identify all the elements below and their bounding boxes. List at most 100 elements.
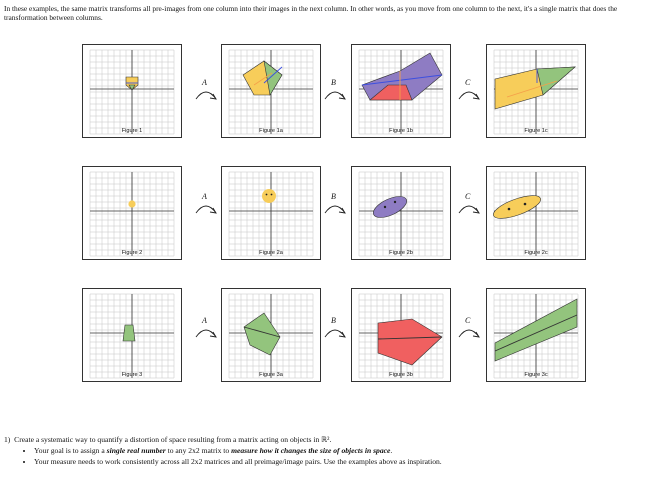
curved-arrow-icon [195,205,217,214]
divider-line [494,314,578,352]
ellipse-eye [383,205,387,209]
grid-graph [89,293,175,379]
figure-caption: Figure 1c [524,128,548,134]
arrow-curve [324,91,346,100]
arrow-b: B [322,78,348,102]
question-line: 1) Create a systematic way to quantify a… [4,434,644,445]
figure-2a-panel: Figure 2a [221,166,321,260]
arrow-c: C [456,78,482,102]
figure-1b-panel: Figure 1b [351,44,451,138]
blue-segment [361,74,443,86]
figure-3a-panel: Figure 3a [221,288,321,382]
figure-caption: Figure 2c [524,250,548,256]
arrow-label: C [465,78,471,87]
smiley-face [128,200,136,208]
question-text: Create a systematic way to quantify a di… [14,435,332,444]
green-quadrilateral [122,324,136,342]
figure-1c-panel: Figure 1c [486,44,586,138]
curved-arrow-icon [195,329,217,338]
arrow-curve [195,329,217,338]
curved-arrow-icon [458,91,480,100]
arrow-head [209,93,217,100]
list-item: Your goal is to assign a single real num… [34,445,644,456]
bullet-text: Your goal is to assign a [34,446,107,455]
grid-graph [358,293,444,379]
grid-graph [358,49,444,135]
grid-graph [89,171,175,257]
arrow-b: B [322,192,348,216]
green-triangle [128,84,136,91]
arrow-curve [195,91,217,100]
grid-graph [493,293,579,379]
figure-caption: Figure 1b [389,128,413,134]
curved-arrow-icon [324,205,346,214]
grid-graph [493,171,579,257]
arrow-curve [458,205,480,214]
arrow-head [209,331,217,338]
figure-2b-panel: Figure 2b [351,166,451,260]
arrow-label: A [202,316,207,325]
arrow-label: B [331,78,336,87]
grid-graph [228,293,314,379]
arrow-label: B [331,192,336,201]
figure-2-panel: Figure 2 [82,166,182,260]
question-block: 1) Create a systematic way to quantify a… [4,434,644,467]
grid-graph [89,49,175,135]
bullet-text: . [390,446,393,455]
figure-caption: Figure 3a [259,372,283,378]
curved-arrow-icon [195,91,217,100]
ellipse-eye [393,200,397,204]
arrow-label: C [465,316,471,325]
arrow-head [338,331,346,338]
orange-segment [253,72,273,86]
grid-graph [228,171,314,257]
arrow-curve [324,329,346,338]
grid-graph [493,49,579,135]
arrow-c: C [456,316,482,340]
bullet-text: Your measure needs to work consistently … [34,457,442,466]
figure-caption: Figure 3b [389,372,413,378]
divider-line [377,336,443,340]
figure-2c-panel: Figure 2c [486,166,586,260]
arrow-curve [324,205,346,214]
purple-ellipse [373,196,407,218]
figure-caption: Figure 3 [121,372,143,378]
arrow-curve [458,329,480,338]
bullet-emphasis: single real number [106,446,166,455]
arrow-c: C [456,192,482,216]
figure-caption: Figure 2b [389,250,413,256]
arrow-head [472,93,480,100]
question-number: 1) [4,435,11,444]
arrow-label: B [331,316,336,325]
arrow-label: C [465,192,471,201]
curved-arrow-icon [324,329,346,338]
figure-3c-panel: Figure 3c [486,288,586,382]
figure-1a-panel: Figure 1a [221,44,321,138]
green-triangle [263,60,283,96]
smiley-eye [265,193,268,196]
arrow-curve [458,91,480,100]
curved-arrow-icon [458,329,480,338]
yellow-polygon [125,76,139,91]
arrow-head [338,207,346,214]
list-item: Your measure needs to work consistently … [34,456,644,467]
figure-caption: Figure 2 [121,250,143,256]
figure-1-panel: Figure 1 [82,44,182,138]
arrow-a: A [193,316,219,340]
arrow-label: A [202,192,207,201]
grid-graph [358,171,444,257]
divider-line [243,326,281,338]
bullet-text: to any 2x2 matrix to [165,446,232,455]
curved-arrow-icon [324,91,346,100]
figure-caption: Figure 3c [524,372,548,378]
figure-caption: Figure 1 [121,128,143,134]
requirements-list: Your goal is to assign a single real num… [4,445,644,467]
arrow-head [338,93,346,100]
red-polygon [377,318,443,366]
intro-paragraph: In these examples, the same matrix trans… [4,4,618,23]
figure-3b-panel: Figure 3b [351,288,451,382]
arrow-a: A [193,192,219,216]
green-polygon [243,312,281,356]
figure-caption: Figure 1a [259,128,283,134]
arrow-label: A [202,78,207,87]
